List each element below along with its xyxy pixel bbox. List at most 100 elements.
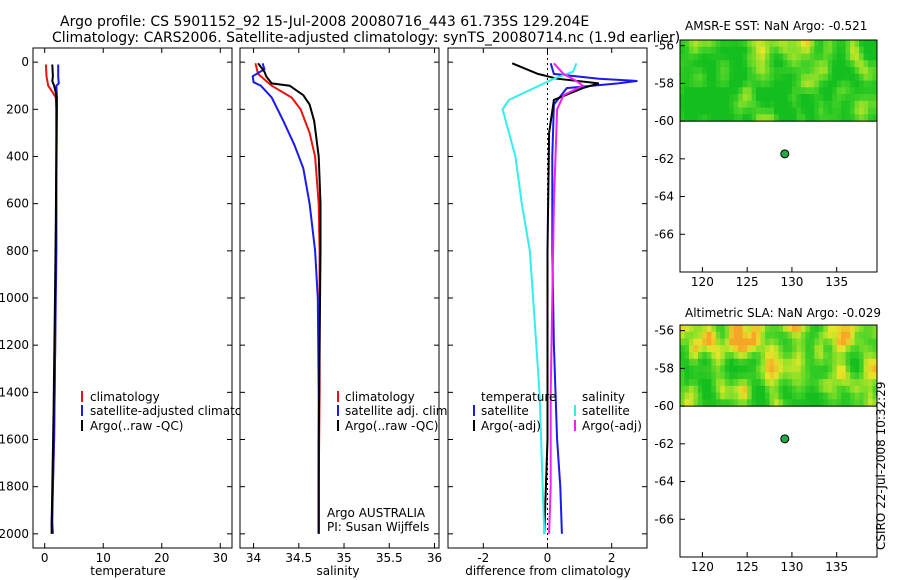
sla-heatmap-cell — [747, 352, 753, 360]
sla-heatmap-cell — [680, 385, 685, 394]
sst-heatmap-cell — [751, 100, 757, 109]
salinity-xtick-label: 34 — [246, 551, 261, 565]
sla-heatmap-cell — [778, 352, 784, 360]
sla-heatmap-cell — [778, 372, 784, 380]
sst-heatmap-cell — [863, 80, 869, 88]
sst-heatmap-cell — [702, 87, 708, 95]
sla-heatmap-cell — [688, 331, 694, 340]
sla-heatmap-cell — [872, 379, 878, 387]
sst-heatmap-cell — [702, 60, 708, 68]
sst-xtick-label: 125 — [736, 275, 759, 289]
sst-float-marker — [780, 149, 790, 159]
sst-heatmap-cell — [854, 87, 860, 95]
sla-heatmap-cell — [863, 372, 869, 380]
sla-heatmap-cell — [845, 338, 851, 346]
sla-heatmap-cell — [872, 345, 878, 353]
sla-heatmap-cell — [702, 352, 708, 360]
sst-heatmap-cell — [742, 107, 748, 115]
sst-heatmap-cell — [760, 100, 766, 109]
sla-heatmap-cell — [818, 325, 824, 333]
credit-line1: Argo AUSTRALIA — [327, 506, 426, 520]
temperature-ytick-label: 1200 — [0, 338, 29, 352]
sst-heatmap-cell — [724, 80, 730, 88]
sst-heatmap-cell — [859, 87, 865, 95]
sst-heatmap-cell — [702, 53, 708, 61]
sla-heatmap-cell — [706, 338, 712, 346]
sla-heatmap-cell — [845, 365, 851, 373]
sst-heatmap-cell — [850, 67, 856, 75]
sst-heatmap-cell — [729, 80, 735, 88]
sla-heatmap-cell — [850, 385, 856, 394]
sla-heatmap-cell — [872, 352, 878, 360]
sla-heatmap-cell — [863, 352, 869, 360]
sla-heatmap-cell — [832, 392, 838, 400]
sla-heatmap-cell — [769, 379, 775, 387]
sla-heatmap-cell — [854, 392, 860, 400]
sla-heatmap-cell — [738, 352, 744, 360]
sla-heatmap-cell — [809, 352, 815, 360]
sla-heatmap-cell — [814, 365, 820, 373]
sla-heatmap-cell — [859, 365, 865, 373]
sst-heatmap-cell — [706, 107, 712, 115]
sst-heatmap-cell — [684, 46, 690, 55]
sst-heatmap-cell — [760, 94, 766, 102]
sla-ytick-label: -64 — [654, 475, 674, 489]
sla-heatmap-cell — [747, 379, 753, 387]
sla-heatmap-cell — [706, 352, 712, 360]
sla-heatmap-cell — [765, 399, 771, 407]
sla-heatmap-cell — [868, 358, 874, 367]
sla-heatmap-cell — [760, 379, 766, 387]
sst-heatmap-cell — [720, 107, 726, 115]
sst-xtick-label: 135 — [825, 275, 848, 289]
sla-heatmap-cell — [818, 338, 824, 346]
sst-heatmap-cell — [823, 80, 829, 88]
sla-heatmap-cell — [702, 345, 708, 353]
sla-heatmap-cell — [720, 358, 726, 367]
sla-heatmap-cell — [868, 385, 874, 394]
sst-heatmap-cell — [756, 100, 762, 109]
sla-heatmap-cell — [787, 325, 793, 333]
sla-heatmap-cell — [823, 338, 829, 346]
sst-heatmap-cell — [827, 87, 833, 95]
sla-heatmap-cell — [859, 358, 865, 367]
sst-heatmap-cell — [868, 114, 874, 122]
sst-heatmap-cell — [751, 46, 757, 55]
sst-heatmap-cell — [697, 94, 703, 102]
sst-heatmap-cell — [738, 53, 744, 61]
sst-heatmap-cell — [787, 73, 793, 82]
temperature-xtick-label: 20 — [154, 551, 169, 565]
sst-heatmap-cell — [841, 87, 847, 95]
sla-heatmap-cell — [769, 345, 775, 353]
sla-heatmap-cell — [715, 385, 721, 394]
sst-heatmap-cell — [814, 60, 820, 68]
sst-heatmap-cell — [697, 114, 703, 122]
sla-heatmap-cell — [747, 358, 753, 367]
sla-heatmap-cell — [805, 345, 811, 353]
sla-heatmap-cell — [706, 372, 712, 380]
sla-heatmap-cell — [680, 399, 685, 407]
sla-heatmap-cell — [791, 338, 797, 346]
sla-heatmap-cell — [688, 352, 694, 360]
sst-heatmap-cell — [769, 46, 775, 55]
sst-heatmap-cell — [769, 73, 775, 82]
sst-heatmap-cell — [818, 107, 824, 115]
sst-heatmap-cell — [697, 53, 703, 61]
figure-title-line1: Argo profile: CS 5901152_92 15-Jul-2008 … — [60, 14, 590, 30]
sst-heatmap-cell — [680, 53, 685, 61]
sla-heatmap-cell — [809, 358, 815, 367]
sst-heatmap-cell — [684, 114, 690, 122]
sst-heatmap-cell — [800, 40, 806, 48]
sst-heatmap-cell — [720, 53, 726, 61]
sst-heatmap-cell — [756, 107, 762, 115]
sst-heatmap-cell — [747, 73, 753, 82]
sla-heatmap-cell — [841, 345, 847, 353]
sla-heatmap-cell — [747, 372, 753, 380]
sst-heatmap-cell — [733, 73, 739, 82]
sst-heatmap-cell — [706, 53, 712, 61]
sst-heatmap-cell — [782, 107, 788, 115]
sla-heatmap-cell — [724, 358, 730, 367]
sla-heatmap-cell — [715, 372, 721, 380]
sst-heatmap-cell — [778, 46, 784, 55]
sla-heatmap-cell — [832, 385, 838, 394]
sla-heatmap-cell — [823, 358, 829, 367]
